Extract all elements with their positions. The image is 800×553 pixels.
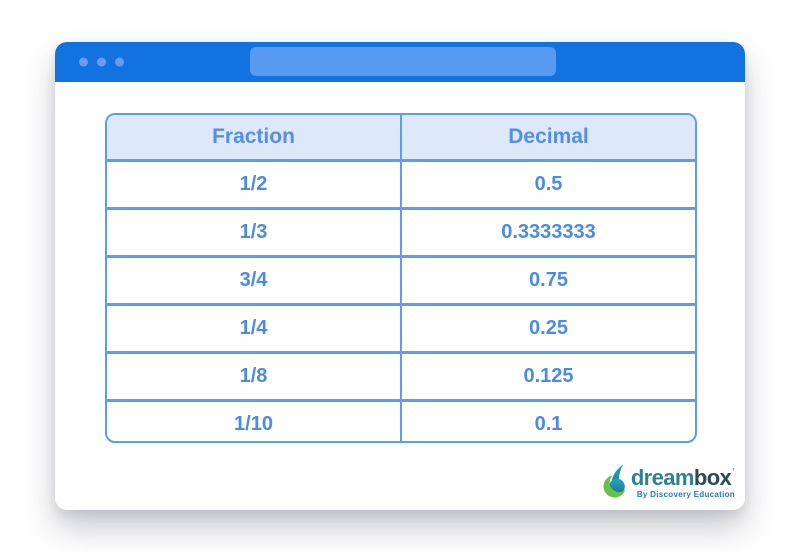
fraction-cell: 3/4 bbox=[107, 256, 402, 306]
window-titlebar bbox=[55, 42, 745, 82]
fraction-cell: 1/10 bbox=[107, 400, 402, 441]
fraction-cell: 1/2 bbox=[107, 160, 402, 210]
fraction-cell: 1/4 bbox=[107, 304, 402, 354]
table-row: 1/3 0.3333333 bbox=[107, 208, 695, 258]
logo-trademark-icon: ’ bbox=[732, 467, 735, 478]
decimal-cell: 0.1 bbox=[534, 413, 563, 435]
logo-wordmark-box: box bbox=[693, 465, 732, 490]
dreambox-logo-icon bbox=[603, 464, 626, 498]
decimal-cell: 0.75 bbox=[401, 256, 695, 306]
table-row: 3/4 0.75 bbox=[107, 256, 695, 306]
decimal-cell: 0.3333333 bbox=[401, 208, 695, 258]
table-row: 1/4 0.25 bbox=[107, 304, 695, 354]
fraction-cell: 1/3 bbox=[107, 208, 402, 258]
table-row: 1/2 0.5 bbox=[107, 160, 695, 210]
logo-wordmark: dreambox’ bbox=[631, 462, 735, 489]
conversion-table-container: Fraction Decimal 1/2 0.5 1/3 0.3333333 3… bbox=[105, 113, 697, 443]
address-bar[interactable] bbox=[250, 47, 556, 76]
window-control-dot[interactable] bbox=[79, 57, 88, 67]
decimal-cell: 0.5 bbox=[401, 160, 695, 210]
column-header-decimal: Decimal bbox=[401, 115, 695, 162]
table-row: 1/10 0.1 bbox=[107, 400, 695, 441]
conversion-table: Fraction Decimal 1/2 0.5 1/3 0.3333333 3… bbox=[107, 115, 695, 441]
window-control-dot[interactable] bbox=[115, 57, 124, 67]
table-header-row: Fraction Decimal bbox=[107, 115, 695, 162]
table-row: 1/8 0.125 bbox=[107, 352, 695, 402]
column-header-fraction: Fraction bbox=[107, 115, 402, 162]
logo-text-block: dreambox’ By Discovery Education bbox=[631, 462, 735, 500]
fraction-cell: 1/8 bbox=[107, 352, 402, 402]
dreambox-logo: dreambox’ By Discovery Education bbox=[601, 462, 735, 499]
browser-window: Fraction Decimal 1/2 0.5 1/3 0.3333333 3… bbox=[55, 42, 745, 510]
logo-wordmark-dream: dream bbox=[630, 465, 695, 490]
logo-tagline: By Discovery Education bbox=[636, 490, 735, 499]
decimal-cell: 0.125 bbox=[401, 352, 695, 402]
window-control-dot[interactable] bbox=[97, 57, 106, 67]
decimal-cell: 0.25 bbox=[401, 304, 695, 354]
window-controls bbox=[79, 57, 124, 67]
